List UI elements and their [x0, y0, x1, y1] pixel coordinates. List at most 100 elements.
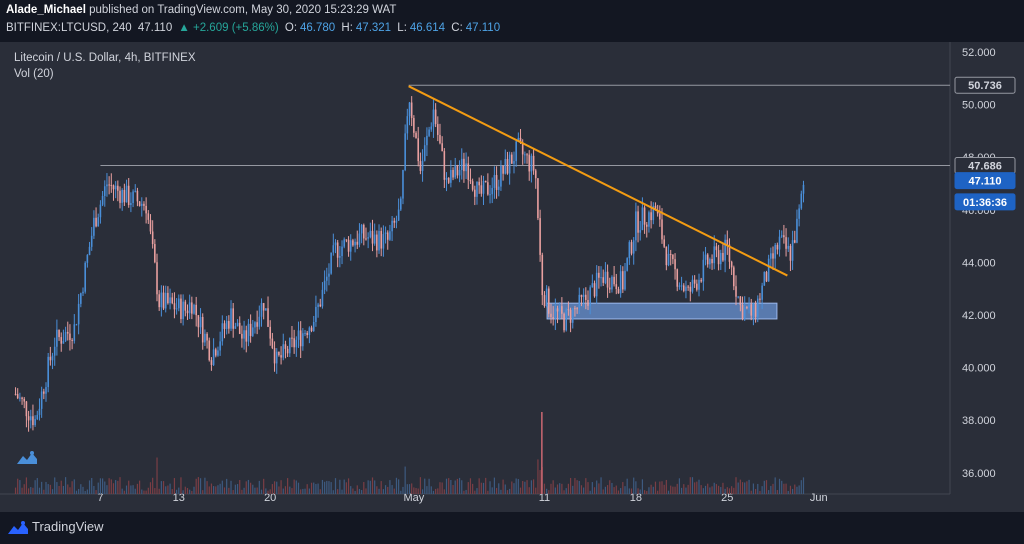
volume-bar	[556, 484, 559, 494]
candle-body	[36, 414, 39, 420]
chart-pane[interactable]	[0, 42, 1024, 512]
candle-body	[441, 143, 443, 152]
candle-body	[617, 289, 620, 294]
volume-bar	[789, 485, 792, 494]
volume-bar	[141, 489, 143, 494]
volume-bar	[578, 480, 580, 494]
volume-bar	[731, 486, 733, 494]
candle-body	[103, 186, 106, 196]
trendline[interactable]	[408, 85, 788, 277]
volume-bar	[282, 488, 284, 494]
volume-bar	[478, 478, 480, 494]
candle-body	[223, 323, 226, 329]
volume-bar	[245, 481, 247, 494]
volume-bar	[324, 481, 326, 494]
volume-bar	[73, 479, 75, 494]
volume-bar	[648, 487, 650, 494]
volume-bar	[650, 484, 652, 494]
volume-bar	[202, 490, 204, 494]
volume-bar	[450, 479, 452, 494]
volume-bar	[158, 488, 160, 494]
candle-body	[138, 201, 141, 206]
volume-bar	[101, 478, 104, 494]
candle-body	[66, 331, 69, 334]
candle-body	[173, 303, 176, 310]
candle-body	[561, 306, 563, 314]
volume-bar	[204, 477, 206, 494]
volume-bar	[143, 490, 145, 494]
volume-bar	[609, 480, 611, 494]
candle-body	[404, 133, 406, 171]
symbol-label: BITFINEX:LTCUSD, 240	[6, 22, 132, 34]
volume-bar	[489, 481, 491, 494]
volume-bar	[228, 487, 230, 494]
volume-bar	[78, 488, 80, 494]
footer-brand[interactable]: TradingView	[32, 519, 104, 534]
candle-body	[484, 180, 487, 183]
candle-body	[548, 288, 550, 314]
volume-bar	[356, 485, 358, 494]
candle-body	[417, 138, 420, 162]
candle-body	[500, 165, 502, 187]
volume-bar	[310, 482, 313, 494]
volume-bar	[587, 482, 589, 494]
volume-bar	[454, 480, 456, 494]
volume-bar	[726, 487, 728, 494]
price-axis[interactable]	[950, 42, 1024, 512]
candle-body	[221, 323, 224, 342]
volume-bar	[284, 486, 287, 494]
volume-bar	[707, 483, 709, 494]
candle-body	[317, 304, 319, 307]
volume-bar	[526, 480, 528, 494]
volume-bar	[147, 487, 149, 494]
price-chart[interactable]: 52.00050.00048.00046.00044.00042.00040.0…	[0, 42, 1024, 512]
candle-body	[339, 256, 341, 258]
candle-body	[210, 360, 213, 365]
volume-bar	[376, 486, 378, 494]
volume-bar	[389, 480, 391, 494]
candle-body	[682, 285, 685, 291]
footer: TradingView	[0, 512, 1024, 544]
volume-bar	[27, 488, 30, 494]
candle-body	[151, 231, 154, 245]
candle-body	[574, 308, 576, 310]
support-zone[interactable]	[546, 302, 778, 320]
candle-body	[524, 154, 526, 156]
volume-bar	[759, 490, 761, 494]
candle-body	[595, 272, 598, 297]
candle-body	[406, 116, 409, 134]
x-tick-label: Jun	[810, 492, 828, 504]
candle-body	[458, 169, 461, 176]
volume-bar	[43, 489, 45, 494]
candle-body	[765, 272, 768, 282]
candle-body	[21, 397, 23, 399]
candle-body	[14, 393, 17, 395]
volume-bar	[350, 486, 352, 494]
volume-bar	[384, 485, 387, 494]
volume-bar	[304, 488, 306, 494]
volume-bar	[93, 485, 95, 494]
candle-body	[228, 321, 230, 329]
candle-body	[251, 327, 254, 336]
candle-body	[193, 304, 195, 314]
volume-bar	[763, 480, 765, 494]
x-tick-label: 11	[539, 492, 550, 504]
last-price: 47.110	[137, 22, 173, 34]
volume-bar	[417, 488, 419, 494]
volume-bar	[51, 489, 54, 494]
volume-bar	[746, 481, 748, 494]
author-name[interactable]: Alade_Michael	[6, 4, 86, 16]
tradingview-logo-icon	[8, 521, 28, 534]
candle-body	[497, 186, 500, 190]
volume-bar	[798, 485, 800, 494]
candle-body	[393, 220, 396, 223]
symbol-info: BITFINEX:LTCUSD, 240 47.110 ▲ +2.609 (+5…	[6, 22, 503, 34]
volume-bar	[263, 478, 265, 494]
volume-bar	[361, 490, 363, 494]
candle-body	[589, 287, 591, 306]
volume-bar	[67, 484, 69, 494]
volume-bar	[343, 479, 345, 494]
candle-body	[567, 309, 570, 311]
volume-label: Vol (20)	[14, 68, 54, 80]
candle-body	[689, 286, 692, 292]
